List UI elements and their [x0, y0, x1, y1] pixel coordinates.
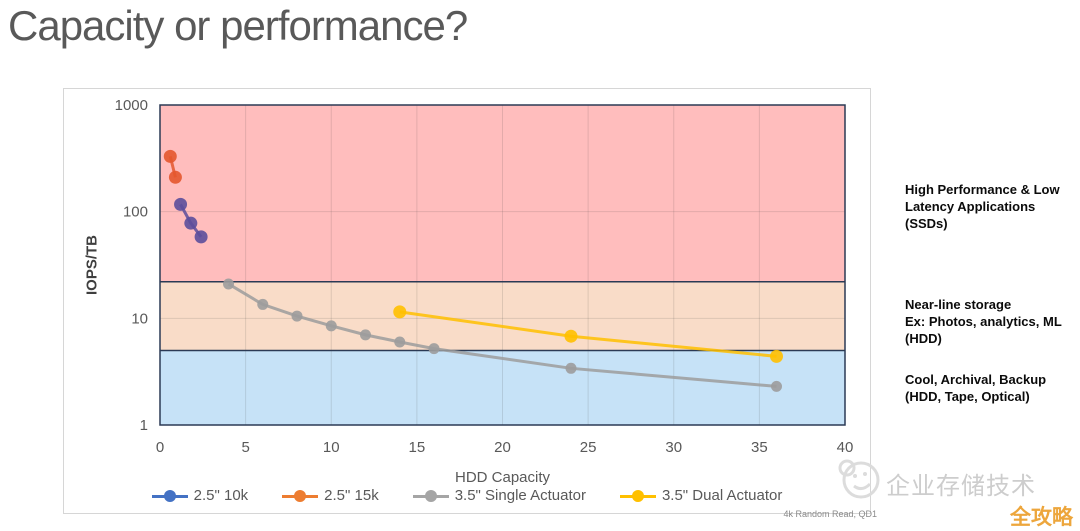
watermark-badge: 全攻略: [1010, 506, 1073, 529]
x-tick-label: 40: [837, 439, 854, 456]
data-point: [223, 278, 234, 290]
x-tick-label: 20: [494, 439, 511, 456]
y-axis-title: IOPS/TB: [83, 234, 101, 296]
data-point: [163, 149, 177, 163]
watermark-text: 企业存储技术: [886, 473, 1036, 500]
watermark-logo-icon: [838, 459, 880, 499]
page-title: Capacity or performance?: [8, 2, 468, 49]
data-point: [428, 343, 440, 355]
plot-border: [159, 104, 846, 426]
legend-marker-icon: [282, 489, 319, 502]
data-point: [565, 362, 577, 374]
x-tick-label: 10: [323, 439, 340, 456]
zone-annotation-3: Cool, Archival, Backup (HDD, Tape, Optica…: [905, 372, 1047, 404]
data-point: [325, 320, 337, 332]
data-point: [184, 216, 198, 230]
chart-legend: 2.5" 10k 2.5" 15k 3.5" Single Actuator 3.5"…: [63, 487, 871, 504]
data-point: [393, 305, 407, 319]
legend-label: 2.5" 10k: [193, 487, 249, 504]
zone-band-high-performance-ssd: [160, 105, 845, 282]
zone-annotation-2: Near-line storage Ex: Photos, analytics, …: [905, 297, 1062, 346]
legend-item-4: 3.5" Dual Actuator: [619, 487, 783, 504]
data-point: [168, 170, 182, 184]
data-point: [291, 310, 303, 322]
data-point: [394, 336, 406, 348]
data-point: [771, 380, 782, 392]
x-tick-label: 25: [580, 439, 597, 456]
y-tick-label: 1000: [115, 97, 148, 114]
x-axis-title: HDD Capacity: [454, 469, 551, 486]
x-tick-label: 15: [409, 439, 426, 456]
data-point: [360, 329, 371, 341]
legend-item-2: 2.5" 15k: [282, 487, 379, 504]
zone-annotation-1: High Performance & Low Latency Applicatio…: [905, 182, 1060, 231]
zone-band-near-line-hdd: [160, 281, 845, 351]
legend-marker-icon: [619, 489, 656, 502]
legend-item-1: 2.5" 10k: [151, 487, 249, 504]
legend-marker-icon: [151, 489, 188, 502]
chart-caption: 4k Random Read, QD1: [783, 509, 877, 519]
x-tick-label: 5: [241, 439, 249, 456]
x-tick-label: 30: [665, 439, 682, 456]
y-tick-label: 10: [131, 310, 148, 327]
data-point: [770, 349, 783, 363]
data-point: [257, 298, 269, 310]
legend-label: 3.5" Single Actuator: [454, 487, 586, 504]
data-point: [564, 329, 578, 343]
data-point: [194, 230, 208, 244]
y-tick-label: 1: [140, 417, 148, 434]
data-point: [174, 197, 188, 211]
legend-label: 3.5" Dual Actuator: [661, 487, 783, 504]
legend-item-3: 3.5" Single Actuator: [412, 487, 586, 504]
zone-band-cool-archival: [160, 350, 845, 425]
legend-marker-icon: [412, 489, 449, 502]
x-tick-label: 35: [751, 439, 768, 456]
y-tick-label: 100: [123, 204, 148, 221]
x-tick-label: 0: [156, 439, 164, 456]
legend-label: 2.5" 15k: [324, 487, 379, 504]
